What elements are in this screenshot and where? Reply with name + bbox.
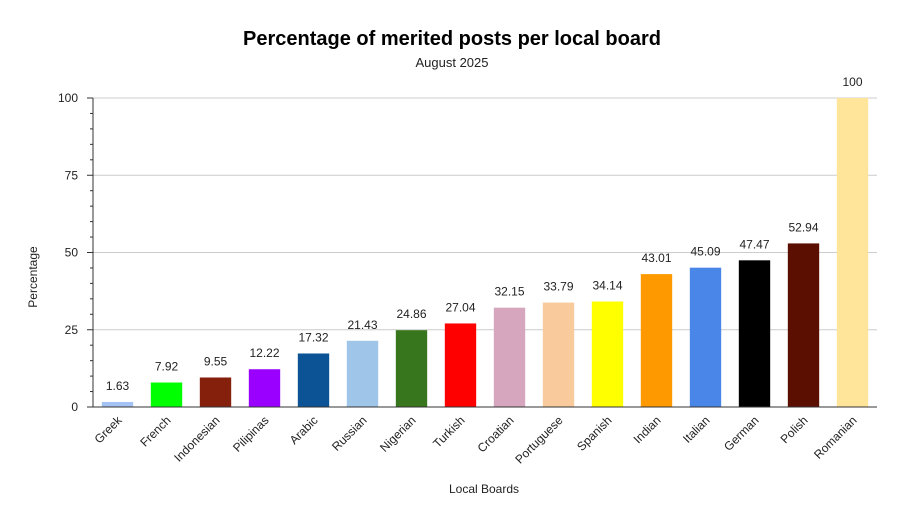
data-label: 24.86 [396,307,426,321]
x-axis-title: Local Boards [449,482,519,496]
bars [93,98,877,408]
data-label: 17.32 [298,330,328,344]
chart-subtitle: August 2025 [415,55,488,70]
bar-croatian [493,307,526,407]
data-labels: 1.63 7.92 9.55 12.22 17.32 21.43 24.86 27.04 32.… [106,75,863,393]
bar-romanian [836,98,869,407]
x-tick-label: Russian [329,413,370,454]
x-tick-label: Nigerian [377,413,419,455]
data-label: 43.01 [641,251,671,265]
bar-russian [346,340,379,407]
data-label: 100 [842,75,862,89]
y-tick-label: 75 [65,168,79,182]
bar-polish [787,243,820,407]
x-tick-label: Indonesian [171,413,222,464]
x-tick-label: Croatian [475,413,517,455]
data-label: 12.22 [249,346,279,360]
y-tick-label: 100 [58,91,78,105]
x-tick-label: Romanian [811,413,860,462]
x-tick-label: Italian [680,413,713,446]
bar-german [738,260,771,407]
x-tick-label: Polish [778,413,811,446]
y-tick-label: 25 [65,323,79,337]
x-tick-label: Greek [92,413,126,447]
y-tick-label: 0 [71,400,78,414]
bar-indonesian [199,377,232,407]
x-tick-label: French [137,413,173,449]
y-tick-label: 50 [65,246,79,260]
bar-french [150,382,183,407]
bar-italian [689,267,722,407]
bar-greek [101,401,134,407]
x-tick-label: German [721,413,762,454]
bar-portuguese [542,302,575,407]
data-label: 32.15 [494,285,524,299]
chart-title: Percentage of merited posts per local bo… [243,28,661,50]
bar-turkish [444,323,477,407]
data-label: 1.63 [106,379,130,393]
data-label: 9.55 [204,354,228,368]
x-tick-label: Arabic [287,413,321,447]
data-label: 34.14 [592,279,622,293]
x-tick-label: Pilipinas [230,413,272,455]
data-label: 52.94 [788,220,818,234]
data-label: 7.92 [155,360,179,374]
data-label: 21.43 [347,318,377,332]
bar-pilipinas [248,369,281,407]
bar-nigerian [395,330,428,407]
data-label: 47.47 [739,237,769,251]
x-tick-label: Indian [631,413,664,446]
bar-spanish [591,301,624,407]
y-axis: 0 25 50 75 100 [58,91,94,414]
x-tick-label: Spanish [574,413,615,454]
bar-arabic [297,353,330,407]
data-label: 45.09 [690,245,720,259]
bar-indian [640,274,673,407]
x-tick-label: Portuguese [512,413,566,467]
y-axis-title: Percentage [26,246,40,308]
x-tick-label: Turkish [430,413,467,450]
data-label: 33.79 [543,280,573,294]
data-label: 27.04 [445,300,475,314]
